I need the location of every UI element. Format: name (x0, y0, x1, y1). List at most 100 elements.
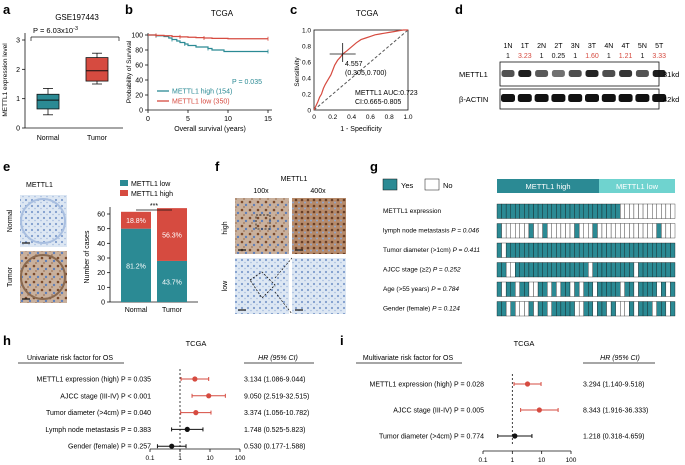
panel-g-cell (610, 223, 616, 239)
panel-g-cell (524, 262, 530, 278)
panel-g-cell (533, 203, 539, 219)
panel-h-row-hr: 0.530 (0.177-1.588) (244, 444, 306, 451)
panel-g-cell (565, 301, 571, 317)
panel-c-ytick-label: 0.8 (302, 44, 311, 51)
panel-a-boxplot: GSE197443 P = 6.03x10-3 0 1 2 3 METTL1 expr… (2, 13, 123, 142)
panel-g-cell (652, 262, 657, 278)
panel-g-cell (496, 301, 502, 317)
panel-i-point (512, 433, 518, 439)
panel-g-cell (501, 223, 507, 239)
panel-g-row-label: Age (>55 years) P = 0.784 (383, 286, 459, 293)
panel-d-lane-4T: 4T (622, 43, 631, 50)
panel-g-cell (533, 242, 539, 258)
panel-d-mettl1-band (585, 70, 599, 77)
panel-d-lane-5T: 5T (655, 43, 664, 50)
panel-h-xtick-label: 0.1 (145, 455, 154, 462)
panel-e-tumor-ihc-image (20, 251, 67, 303)
panel-d-actin-band (551, 94, 566, 102)
panel-g-cell (524, 242, 530, 258)
panel-c-reference-line (313, 29, 409, 111)
panel-g-cell (642, 223, 648, 239)
panel-g-cell (601, 281, 607, 297)
panel-e-bar-low-normal (121, 228, 151, 302)
panel-e-sig: *** (150, 203, 158, 210)
panel-g-cell (615, 223, 621, 239)
panel-h-row-hr: 1.748 (0.525-5.823) (244, 427, 306, 434)
panel-g-cell (606, 281, 612, 297)
panel-h-point (193, 410, 199, 416)
panel-e-legend-high: METTL1 high (131, 191, 173, 198)
panel-g-cell (610, 242, 616, 258)
panel-d-actin-band (501, 94, 515, 102)
panel-g-cell (652, 301, 657, 317)
panel-g-cell (610, 301, 616, 317)
panel-g-cell (542, 262, 548, 278)
panel-b-ytick-label: 60 (135, 63, 143, 70)
panel-g-group-high: METTL1 high (525, 182, 570, 191)
panel-c-plot-frame (313, 29, 409, 111)
panel-d-size-actin: 42kd (663, 95, 679, 104)
panel-g-cell (565, 242, 571, 258)
panel-g-legend-yes: Yes (401, 181, 413, 190)
panel-h-heading: Univariate risk factor for OS (27, 355, 113, 362)
panel-i-row-label: AJCC stage (III-IV) P = 0.005 (393, 408, 484, 415)
panel-g-cell (583, 262, 589, 278)
panel-e-bar-low-label: 43.7% (162, 279, 182, 286)
panel-g-cell (588, 301, 594, 317)
panel-c-ytick-label: 0.6 (302, 60, 311, 67)
panel-g-cell (665, 242, 671, 258)
panel-g-cell (578, 242, 584, 258)
panel-g-cell (510, 203, 516, 219)
panel-g-cell (620, 301, 625, 317)
panel-g-cell (524, 301, 530, 317)
panel-a-pvalue: P = 6.03x10-3 (33, 26, 78, 35)
panel-g-cell (496, 242, 502, 258)
panel-g-cell (597, 203, 603, 219)
panel-g-cell (574, 203, 580, 219)
panel-f-ihc-grid: METTL1 100x 400x high low (222, 176, 346, 315)
panel-d-mettl1-band (535, 70, 549, 77)
panel-g-cell (510, 223, 516, 239)
panel-label-b: b (125, 2, 133, 17)
panel-g-cell (537, 242, 543, 258)
panel-d-lane-4N: 4N (604, 43, 613, 50)
panel-i-xtick-label: 10 (538, 457, 546, 464)
panel-g-cell (642, 242, 648, 258)
panel-d-ratio-4N: 1 (607, 53, 611, 60)
panel-label-h: h (3, 333, 11, 348)
panel-h-row-label: Tumor diameter (>4cm) P = 0.040 (46, 410, 151, 417)
panel-g-cell (569, 262, 575, 278)
panel-g-cell (547, 223, 552, 239)
panel-d-western-blot: 1N 1 1T 3.23 2N 1 2T 0.25 3N 1 3T 1.60 4N 1 4T 1.21 5N 1 5… (459, 43, 679, 110)
panel-g-cell (501, 203, 507, 219)
panel-g-cell (629, 262, 635, 278)
panel-b-ytick-label: 80 (135, 48, 143, 55)
panel-g-cell (528, 242, 534, 258)
panel-e-row-tumor: Tumor (7, 266, 14, 287)
panel-g-cell (620, 262, 625, 278)
panel-g-cell (528, 301, 534, 317)
panel-g-row-label: lymph node metastasis P = 0.046 (383, 228, 479, 235)
panel-a-ylabel: METTL1 expression level (2, 43, 9, 117)
panel-c-roc: TCGA 00 0.2 0.2 0.4 0.4 0.6 0.6 0.8 0.8 1.0 1.0 Se… (294, 9, 418, 133)
panel-g-cell (652, 203, 657, 219)
panel-d-mettl1-band (501, 70, 515, 77)
panel-g-cell (547, 242, 552, 258)
panel-g-cell (496, 281, 502, 297)
panel-g-cell (629, 223, 635, 239)
panel-g-cell (656, 223, 662, 239)
panel-g-cell (533, 281, 539, 297)
panel-g-cell (528, 281, 534, 297)
panel-g-cell (574, 262, 580, 278)
panel-b-xtick-label: 10 (224, 116, 232, 123)
panel-g-cell (560, 301, 566, 317)
panel-d-ratio-2N: 1 (540, 53, 544, 60)
panel-g-row-label: Gender (female) P = 0.124 (383, 306, 460, 313)
panel-e-row-normal: Normal (7, 209, 14, 232)
panel-g-cell (505, 242, 511, 258)
panel-g-cell (542, 301, 548, 317)
panel-b-km-plot: TCGA 0 20 40 60 80 100 0 5 10 15 Probability of S… (126, 9, 272, 133)
panel-i-xtick-label: 100 (566, 457, 577, 464)
panel-f-col-100x: 100x (253, 188, 269, 195)
panel-g-cell (620, 203, 625, 219)
